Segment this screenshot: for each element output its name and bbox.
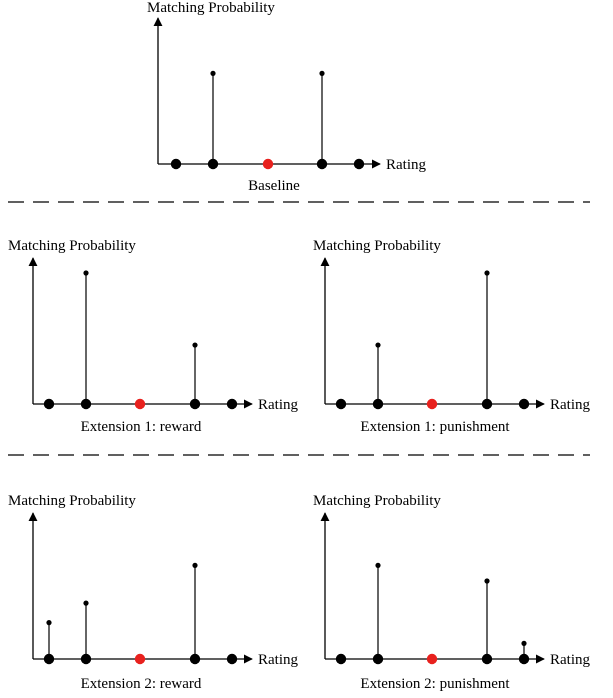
y-axis-label: Matching Probability [8,238,136,254]
rating-dot [170,158,182,170]
x-axis-label: Rating [258,397,298,413]
probability-tip [83,600,89,606]
panel-ext1-reward: Matching Probability Rating Extension 1: r… [8,238,298,435]
panel-ext2-reward: Matching Probability Rating Extension 2: r… [8,493,298,692]
rating-dot [43,653,55,665]
rating-dot [372,398,384,410]
probability-tip [521,640,527,647]
probability-tip [46,620,52,626]
rating-dot [372,653,384,665]
probability-tip [375,562,381,569]
x-axis-label: Rating [386,157,426,173]
rating-dot [226,398,238,410]
rating-dot [80,398,92,410]
current-rating-dot [134,398,146,410]
rating-dot [481,398,493,410]
rating-dot [481,653,493,665]
rating-dot [335,398,347,410]
current-rating-dot [262,158,274,170]
current-rating-dot [134,653,146,665]
probability-tip [83,270,89,276]
probability-tip [192,562,198,569]
probability-tip [210,70,216,76]
rating-dot [518,653,530,665]
x-axis-label: Rating [550,397,590,413]
x-axis-label: Rating [550,652,590,668]
panel-caption: Extension 1: punishment [360,419,510,435]
panel-caption: Extension 1: reward [81,419,202,435]
rating-dot [353,158,365,170]
rating-dot [80,653,92,665]
panel-caption: Baseline [248,178,300,194]
rating-dot [189,398,201,410]
rating-dot [226,653,238,665]
y-axis-label: Matching Probability [147,0,275,16]
rating-dot [335,653,347,665]
rating-dot [207,158,219,170]
panel-caption: Extension 2: reward [81,676,202,692]
panel-ext1-punishment: Matching Probability Rating Extension 1: p… [313,238,590,435]
rating-dot [518,398,530,410]
probability-tip [375,342,381,348]
panel-ext2-punishment: Matching Probability Rating Extension 2: p… [313,493,590,692]
rating-dot [316,158,328,170]
current-rating-dot [426,398,438,410]
panel-caption: Extension 2: punishment [360,676,510,692]
rating-dot [189,653,201,665]
rating-dot [43,398,55,410]
y-axis-label: Matching Probability [8,493,136,509]
x-axis-label: Rating [258,652,298,668]
probability-tip [192,342,198,348]
probability-tip [319,70,325,76]
y-axis-label: Matching Probability [313,238,441,254]
probability-tip [484,578,490,584]
current-rating-dot [426,653,438,665]
y-axis-label: Matching Probability [313,493,441,509]
probability-tip [484,270,490,276]
panel-baseline: Matching Probability Rating Baseline [147,0,426,194]
